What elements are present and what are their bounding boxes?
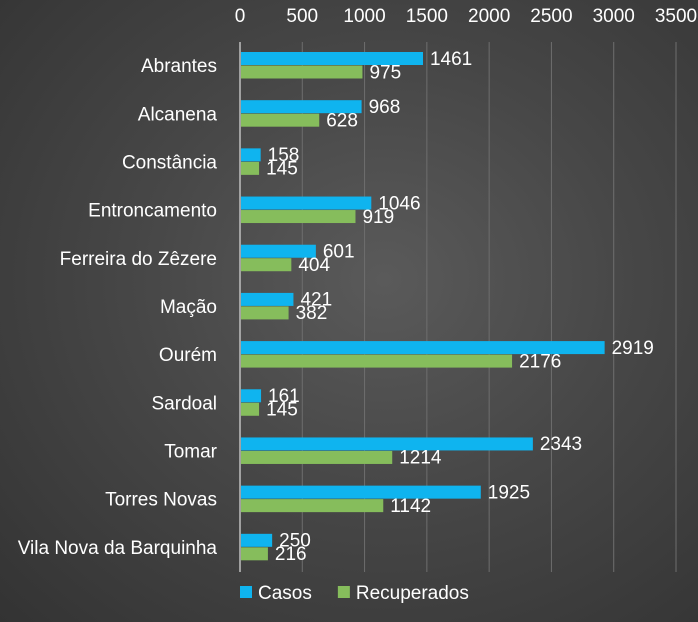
- bar-casos: [241, 389, 262, 403]
- category-label: Entroncamento: [88, 201, 217, 222]
- bar-casos: [241, 196, 372, 210]
- x-tick-label: 2500: [530, 6, 572, 27]
- category-label: Constância: [122, 152, 217, 173]
- data-label: 161: [268, 386, 300, 407]
- bar-recuperados: [241, 161, 260, 175]
- bar-casos: [241, 100, 362, 114]
- bar-casos: [241, 148, 261, 162]
- legend-label: Casos: [258, 583, 312, 604]
- x-tick-label: 500: [286, 6, 318, 27]
- data-label: 1925: [488, 482, 530, 503]
- data-label: 216: [275, 544, 307, 565]
- data-label: 968: [369, 97, 401, 118]
- category-label: Ourém: [159, 345, 217, 366]
- data-label: 628: [326, 110, 358, 131]
- x-tick-label: 1500: [406, 6, 448, 27]
- bar-recuperados: [241, 450, 393, 464]
- x-tick-label: 2000: [468, 6, 510, 27]
- data-label: 1214: [399, 448, 442, 469]
- bar-recuperados: [241, 258, 292, 272]
- category-label: Abrantes: [141, 56, 217, 77]
- bar-casos: [241, 341, 605, 355]
- bar-recuperados: [241, 65, 363, 79]
- x-tick-label: 0: [235, 6, 246, 27]
- data-label: 145: [266, 159, 298, 180]
- category-label: Alcanena: [138, 104, 218, 125]
- x-tick-label: 3500: [655, 6, 697, 27]
- category-label: Tomar: [164, 442, 217, 463]
- bar-casos: [241, 437, 533, 451]
- data-label: 145: [266, 400, 298, 421]
- bar-recuperados: [241, 306, 289, 320]
- data-label: 919: [362, 207, 394, 228]
- data-label: 2176: [519, 351, 561, 372]
- data-label: 250: [279, 531, 311, 552]
- category-label: Sardoal: [152, 393, 218, 414]
- data-label: 404: [298, 255, 330, 276]
- legend-swatch: [337, 586, 350, 598]
- data-label: 382: [296, 303, 328, 324]
- bar-casos: [241, 485, 481, 499]
- data-label: 1142: [390, 496, 431, 517]
- bar-recuperados: [241, 499, 384, 513]
- data-label: 975: [369, 62, 401, 83]
- bar-recuperados: [241, 113, 320, 127]
- category-label: Vila Nova da Barquinha: [18, 538, 218, 559]
- data-label: 2919: [612, 338, 654, 359]
- x-tick-label: 1000: [343, 6, 385, 27]
- bar-recuperados: [241, 547, 268, 561]
- data-label: 1461: [430, 49, 472, 70]
- bar-casos: [241, 292, 294, 306]
- bar-recuperados: [241, 402, 260, 416]
- data-label: 2343: [540, 434, 582, 455]
- x-tick-label: 3000: [593, 6, 635, 27]
- category-label: Ferreira do Zêzere: [60, 249, 217, 270]
- data-label: 1046: [378, 193, 420, 214]
- bar-recuperados: [241, 210, 356, 224]
- legend-label: Recuperados: [356, 583, 469, 604]
- legend-swatch: [240, 586, 252, 598]
- data-label: 421: [300, 290, 332, 311]
- bar-casos: [241, 52, 423, 65]
- data-label: 158: [268, 145, 300, 166]
- bar-casos: [241, 533, 273, 547]
- category-label: Torres Novas: [105, 490, 217, 511]
- data-label: 601: [323, 241, 355, 262]
- category-label: Mação: [160, 297, 217, 318]
- bar-casos: [241, 244, 316, 258]
- bar-recuperados: [241, 354, 513, 368]
